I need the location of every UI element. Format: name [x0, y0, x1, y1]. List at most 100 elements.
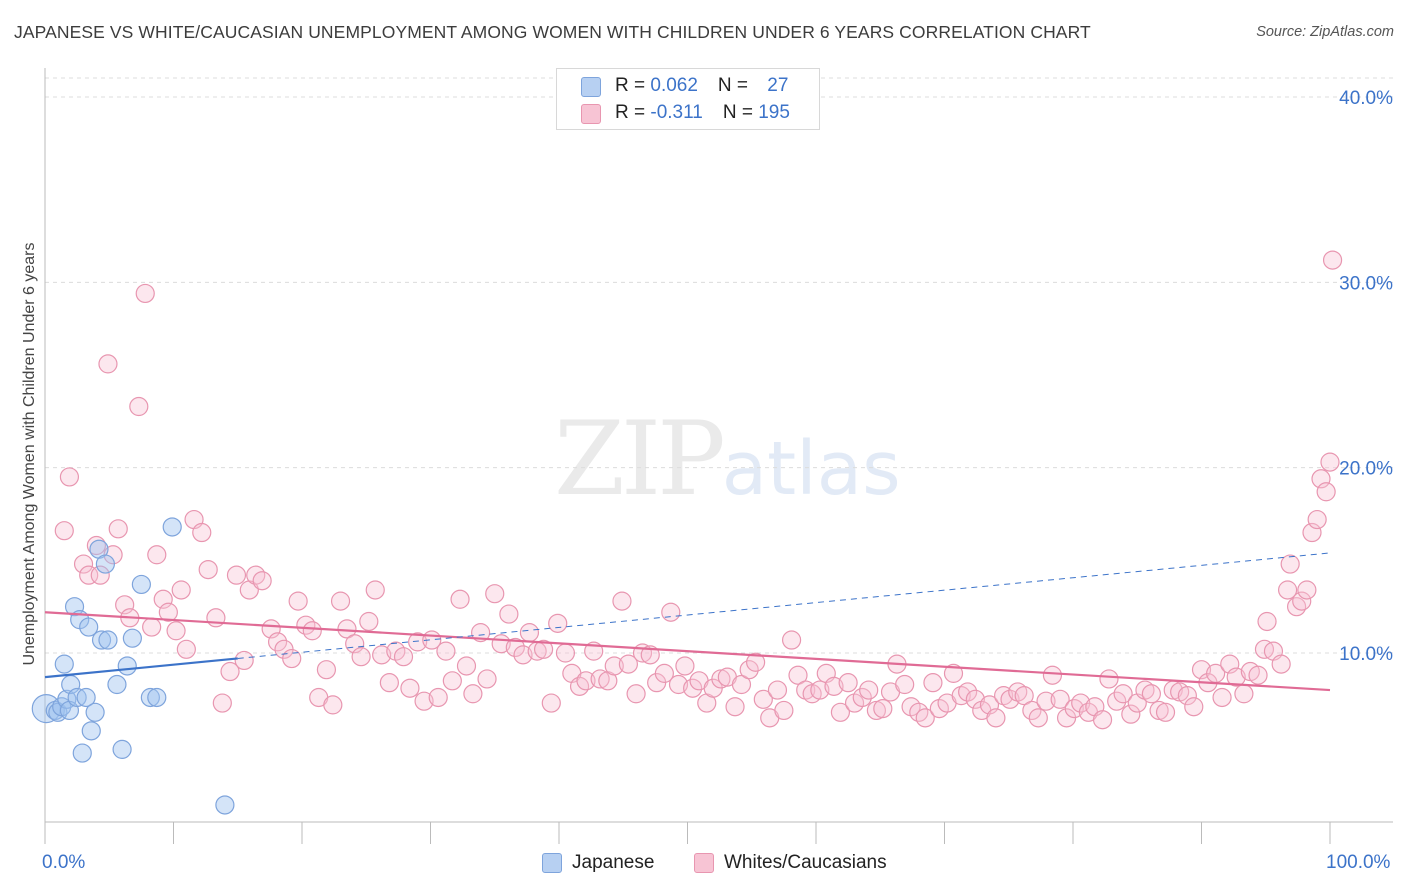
point-whites [316, 660, 337, 680]
point-whites [1292, 591, 1312, 611]
point-whites [499, 604, 519, 624]
point-whites [626, 684, 646, 704]
point-whites [351, 647, 371, 667]
point-whites [661, 602, 681, 622]
series-legend-label-whites: Whites/Caucasians [724, 852, 887, 873]
y-tick-label: 30.0% [1339, 273, 1393, 294]
point-whites [640, 645, 660, 665]
point-japanese [131, 574, 151, 595]
point-japanese [112, 739, 132, 759]
point-whites [767, 680, 788, 700]
point-whites [234, 650, 254, 671]
point-whites [192, 522, 212, 543]
point-whites [788, 665, 808, 685]
point-whites [1149, 700, 1169, 721]
legend-n-label: N = [722, 102, 759, 123]
point-whites [206, 608, 226, 628]
y-tick-label: 20.0% [1339, 459, 1393, 480]
point-whites [1107, 691, 1127, 711]
point-whites [824, 676, 844, 696]
x-tick-label-min: 0.0% [42, 852, 86, 873]
point-whites [739, 660, 759, 680]
point-whites [1286, 597, 1307, 617]
point-whites [330, 591, 351, 611]
legend-swatch-whites [581, 104, 601, 124]
point-whites [753, 689, 773, 709]
point-whites [519, 623, 540, 643]
point-whites [1177, 686, 1197, 706]
point-japanese [215, 795, 235, 815]
point-whites [220, 661, 240, 682]
point-japanese [122, 628, 142, 648]
point-whites [668, 674, 689, 695]
point-whites [463, 684, 483, 704]
point-japanese [79, 617, 99, 637]
point-whites [1050, 689, 1070, 709]
point-whites [1184, 697, 1204, 717]
legend-r-label: R = [615, 102, 651, 123]
point-whites [1322, 250, 1343, 270]
series-legend-swatch-japanese [542, 853, 562, 873]
legend-r-value: -0.311 [650, 102, 703, 123]
point-whites [1092, 710, 1113, 730]
point-japanese [98, 630, 118, 650]
point-whites [414, 691, 434, 711]
point-whites [267, 632, 288, 652]
point-whites [1042, 665, 1063, 685]
point-whites [725, 697, 745, 717]
point-whites [400, 678, 420, 698]
point-whites [731, 674, 752, 695]
trend-line-japanese [44, 657, 238, 679]
point-whites [859, 680, 879, 700]
point-whites [618, 654, 638, 674]
point-whites [79, 565, 99, 585]
legend-n-value: 195 [758, 102, 790, 123]
point-japanese [54, 654, 74, 674]
point-whites [746, 652, 766, 672]
point-whites [198, 559, 218, 580]
point-whites [1212, 687, 1232, 708]
point-japanese [107, 674, 127, 695]
point-whites [1022, 700, 1042, 721]
point-whites [1271, 654, 1291, 674]
point-whites [372, 645, 392, 665]
point-whites [135, 283, 155, 304]
point-whites [176, 639, 196, 659]
point-whites [1257, 611, 1277, 632]
point-whites [505, 637, 525, 658]
point-whites [456, 656, 477, 676]
point-whites [1280, 554, 1300, 574]
point-whites [288, 591, 308, 611]
chart-title: JAPANESE VS WHITE/CAUCASIAN UNEMPLOYMENT… [14, 22, 1091, 42]
point-whites [436, 641, 456, 661]
point-whites [548, 613, 568, 633]
point-whites [781, 630, 802, 650]
series-legend-swatch-whites [694, 853, 714, 873]
legend-swatch-japanese [581, 77, 601, 97]
point-whites [1141, 684, 1161, 704]
point-whites [1121, 704, 1141, 724]
trend-line-whites [44, 611, 1331, 692]
trend-lines [44, 552, 1331, 692]
point-whites [90, 565, 110, 585]
point-whites [442, 671, 462, 691]
point-whites [108, 519, 128, 539]
point-japanese [76, 687, 96, 708]
point-whites [612, 591, 632, 611]
point-whites [683, 678, 703, 698]
point-whites [302, 621, 322, 641]
point-whites [158, 602, 178, 622]
point-whites [477, 669, 497, 689]
point-whites [379, 673, 399, 693]
point-japanese [117, 656, 137, 676]
point-whites [171, 580, 191, 600]
point-whites [1113, 684, 1133, 704]
point-whites [590, 669, 610, 689]
point-whites [226, 565, 247, 585]
point-japanese [81, 721, 101, 741]
point-whites [1234, 684, 1254, 704]
series-legend-label-japanese: Japanese [572, 852, 655, 873]
point-whites [895, 674, 915, 695]
point-whites [393, 647, 414, 667]
point-whites [810, 680, 830, 700]
